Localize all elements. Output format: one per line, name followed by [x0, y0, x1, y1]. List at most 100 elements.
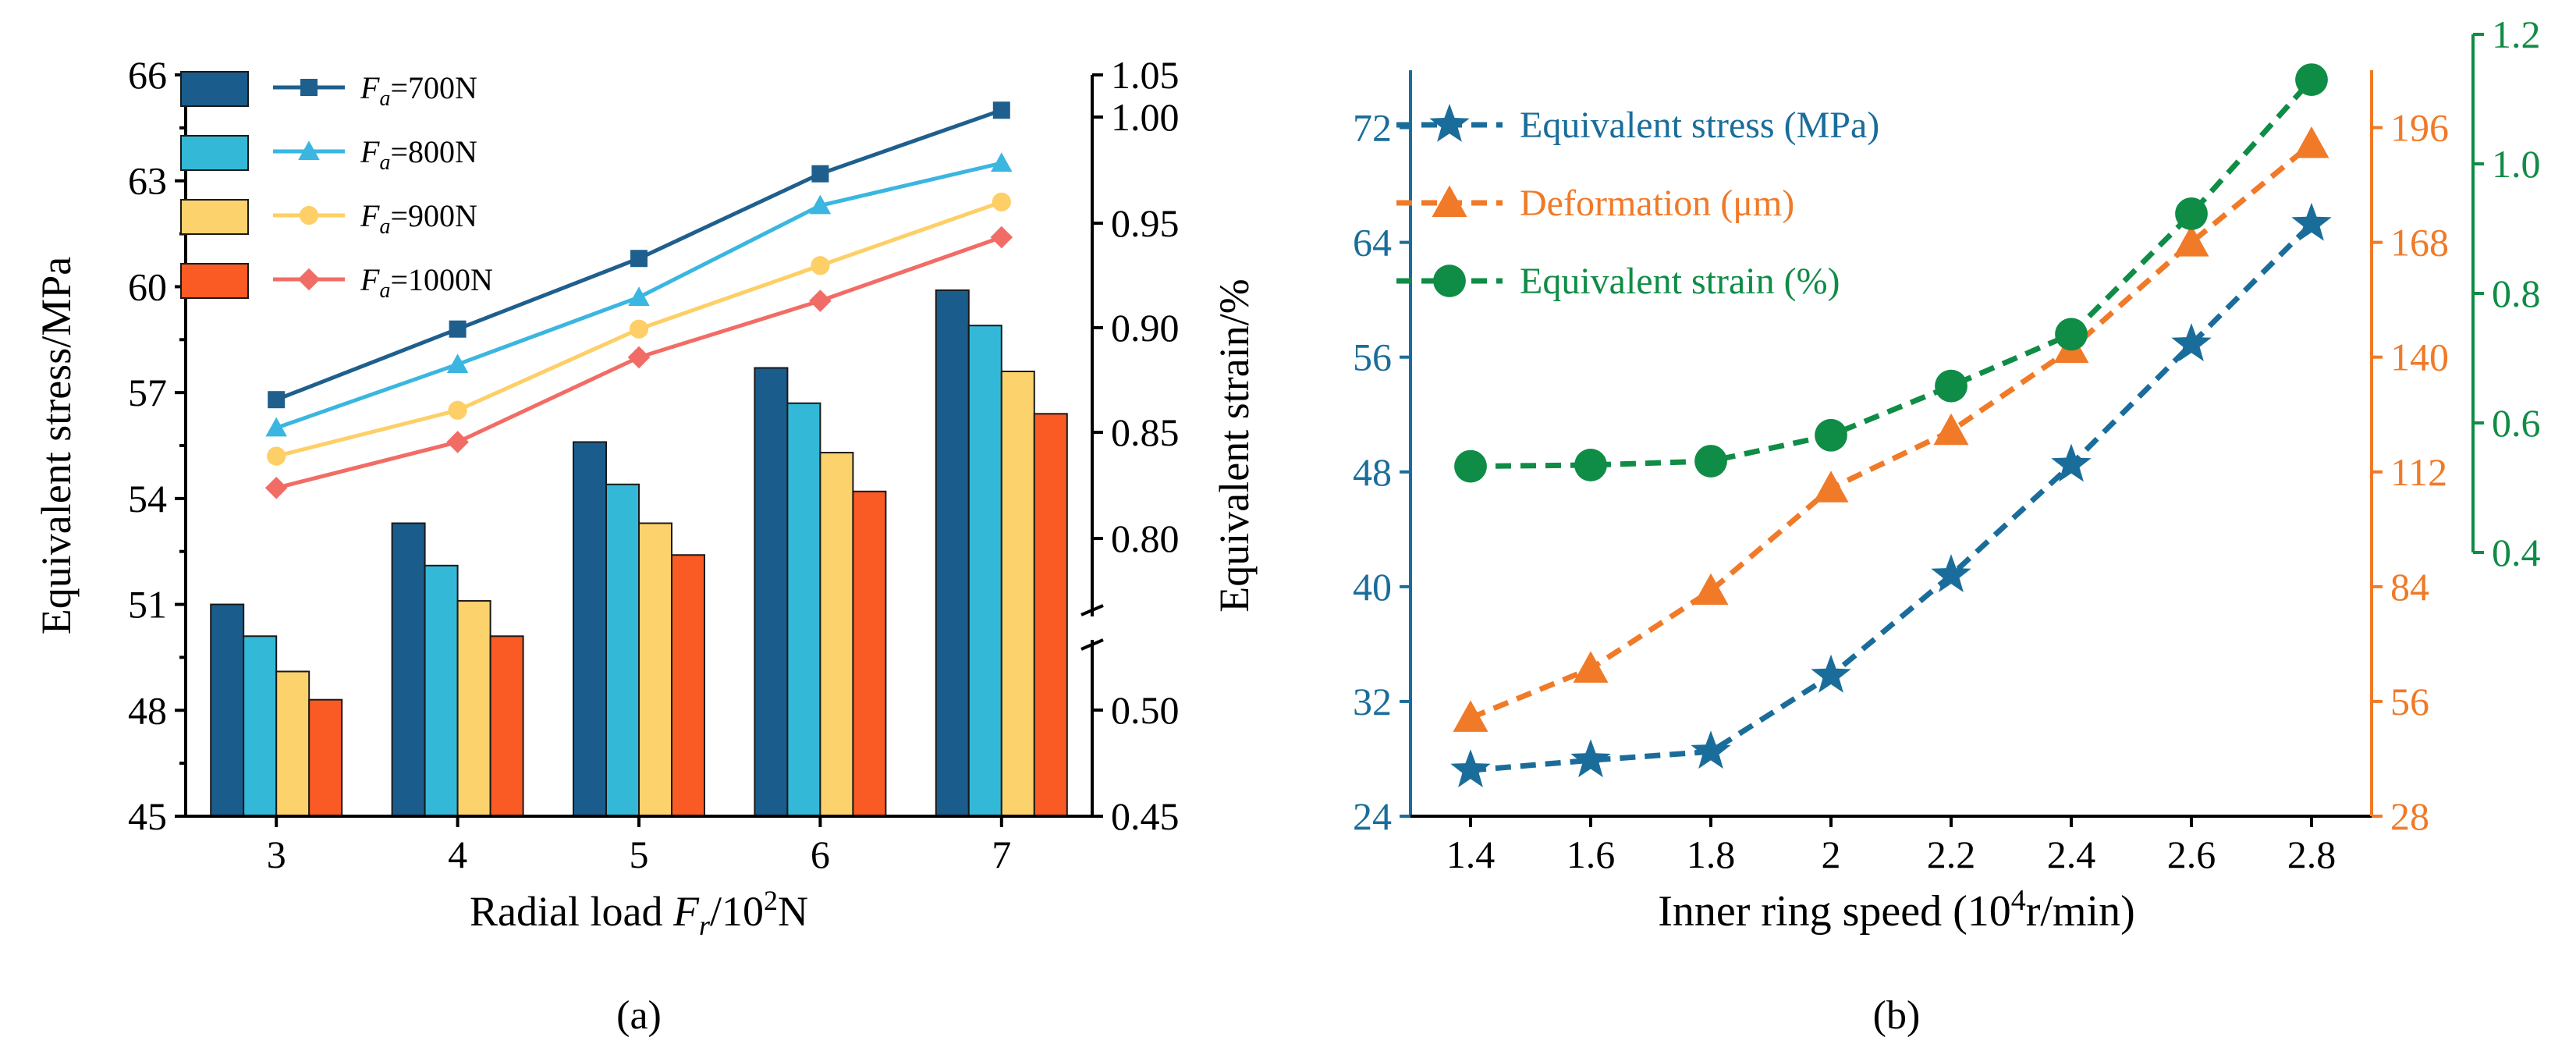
series-marker-s2-p5 [2055, 318, 2088, 351]
line-marker-s3-p2 [627, 346, 651, 369]
bar-s3-c3 [852, 490, 887, 817]
left-tick-label-1: 48 [128, 688, 167, 732]
bar-s0-c2 [573, 441, 607, 817]
left-axis-label: Equivalent stress/MPa [33, 257, 80, 634]
line-marker-s1-p0 [265, 417, 287, 437]
right-tick-label-6: 196 [2390, 106, 2449, 150]
bar-s1-c1 [424, 564, 459, 817]
line-marker-s0-p3 [811, 165, 829, 183]
x-tick-label-0: 1.4 [1446, 833, 1496, 876]
bar-s0-c0 [210, 603, 245, 817]
series-marker-s2-p0 [1454, 449, 1487, 483]
series-marker-s1-p2 [1693, 573, 1729, 606]
x-tick-label-2: 1.8 [1687, 833, 1736, 876]
x-axis-label: Radial load Fr/102N [470, 885, 808, 941]
left-tick-label-1: 32 [1353, 680, 1392, 723]
right-tick-label-4: 0.90 [1111, 306, 1180, 350]
line-marker-s1-p2 [628, 286, 650, 306]
legend-label-1: Deformation (μm) [1520, 183, 1794, 224]
far-right-tick-label-3: 1.0 [2492, 142, 2541, 186]
right-tick-label-5: 0.95 [1111, 201, 1180, 245]
bar-s2-c1 [456, 600, 491, 817]
series-line-1 [1469, 141, 2314, 721]
bar-s1-c3 [786, 402, 821, 817]
bar-s0-c1 [391, 522, 426, 817]
bar-s1-c4 [967, 325, 1002, 817]
line-marker-s2-p1 [448, 400, 467, 420]
line-marker-s3-p4 [990, 226, 1013, 249]
legend-marker-3 [297, 268, 321, 291]
left-tick-label-0: 24 [1353, 794, 1392, 838]
series-marker-s1-p1 [1573, 651, 1609, 683]
series-marker-s0-p6 [2171, 323, 2212, 361]
far-right-tick-label-2: 0.8 [2492, 272, 2541, 315]
right-tick-label-1: 0.50 [1111, 688, 1180, 732]
bar-s1-c2 [605, 483, 640, 817]
panel-label-a: (a) [616, 993, 662, 1038]
series-marker-s2-p2 [1694, 445, 1727, 478]
x-tick-label-7: 2.8 [2287, 833, 2336, 876]
series-marker-s1-p0 [1453, 700, 1488, 732]
legend-label-2: Fa=900N [360, 198, 477, 239]
legend-swatch-3 [180, 263, 249, 299]
line-marker-s3-p1 [446, 431, 469, 453]
line-marker-s2-p2 [629, 319, 649, 339]
right-tick-label-1: 56 [2390, 680, 2429, 723]
right-tick-label-7: 1.05 [1111, 53, 1180, 97]
axis-break-mark-1 [1080, 604, 1104, 616]
line-marker-s2-p3 [811, 256, 830, 275]
far-right-tick-label-0: 0.4 [2492, 531, 2541, 574]
x-tick-label-4: 7 [992, 833, 1011, 876]
line-marker-s0-p0 [268, 391, 286, 409]
legend-swatch-1 [180, 135, 249, 171]
legend-label-2: Equivalent strain (%) [1520, 261, 1840, 302]
bar-s3-c4 [1033, 413, 1068, 817]
right-tick-label-0: 28 [2390, 794, 2429, 838]
line-marker-s0-p2 [630, 250, 648, 268]
x-tick-label-4: 2.2 [1927, 833, 1976, 876]
right-tick-label-4: 140 [2390, 336, 2449, 379]
bar-s3-c2 [671, 554, 705, 817]
left-tick-label-3: 54 [128, 477, 167, 520]
series-marker-s2-p4 [1935, 369, 1967, 403]
right-tick-label-6: 1.00 [1111, 95, 1180, 139]
x-tick-label-5: 2.4 [2047, 833, 2096, 876]
bar-s2-c4 [1000, 371, 1035, 817]
series-marker-s1-p7 [2294, 126, 2329, 158]
x-tick-label-2: 5 [630, 833, 649, 876]
legend-marker-2 [1433, 265, 1466, 297]
line-marker-s2-p4 [992, 192, 1011, 211]
line-marker-s1-p4 [991, 152, 1013, 172]
series-marker-s2-p7 [2295, 63, 2328, 96]
left-tick-label-6: 72 [1353, 106, 1392, 150]
x-tick-label-3: 2 [1822, 833, 1841, 876]
series-marker-s1-p6 [2173, 225, 2209, 257]
chart-b: 24 32 40 48 56 64 72 28 56 84 112 140 168 196 0.4 0.6 0.… [1353, 12, 2541, 936]
series-marker-s0-p4 [1931, 554, 1971, 592]
line-marker-s0-p4 [992, 101, 1010, 119]
axis-break-mark-2 [1080, 638, 1104, 651]
series-marker-s0-p7 [2291, 202, 2332, 241]
bar-s3-c1 [489, 635, 524, 817]
legend-label-0: Fa=700N [360, 70, 477, 111]
bar-s3-c0 [308, 698, 343, 818]
bar-s0-c4 [935, 289, 970, 817]
bar-s2-c0 [275, 670, 310, 817]
left-tick-label-2: 51 [128, 583, 167, 627]
series-marker-s1-p4 [1933, 413, 1969, 446]
series-marker-s0-p0 [1450, 749, 1491, 787]
right-tick-label-3: 0.85 [1111, 410, 1180, 454]
legend-swatch-2 [180, 199, 249, 235]
chart-a: 45485154576063660.450.500.800.850.900.95… [33, 53, 1258, 941]
right-tick-label-0: 0.45 [1111, 794, 1180, 838]
x-tick-label-6: 2.6 [2167, 833, 2216, 876]
bar-s1-c0 [243, 635, 278, 817]
legend-marker-1 [298, 140, 320, 160]
legend-marker-0 [300, 79, 318, 96]
right-axis-label: Equivalent strain/% [1211, 279, 1258, 612]
line-marker-s1-p1 [446, 353, 469, 373]
series-marker-s1-p3 [1813, 471, 1849, 503]
line-marker-s0-p1 [449, 320, 467, 338]
